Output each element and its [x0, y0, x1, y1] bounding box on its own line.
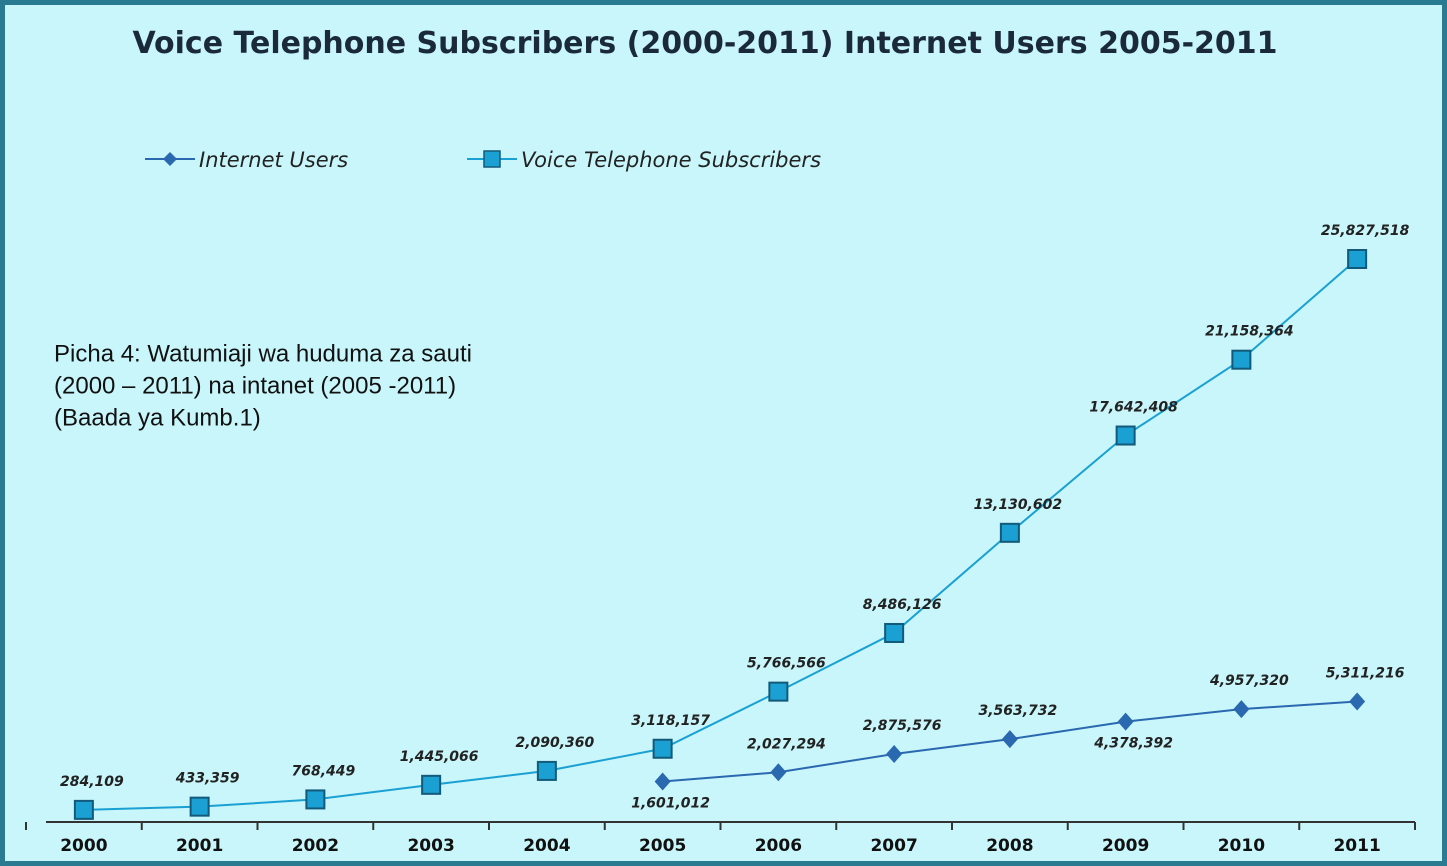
data-point [305, 789, 326, 810]
data-point [1349, 692, 1366, 711]
data-label: 5,311,216 [1326, 665, 1405, 681]
x-tick-label: 2001 [176, 836, 223, 856]
x-tick-label: 2002 [292, 836, 339, 856]
data-label: 2,090,360 [515, 735, 594, 751]
legend-marker [483, 150, 501, 168]
data-point [1117, 712, 1134, 731]
x-tick-label: 2009 [1102, 836, 1149, 856]
legend-label: Voice Telephone Subscribers [521, 148, 821, 172]
x-tick-label: 2010 [1218, 836, 1265, 856]
data-label: 17,642,408 [1089, 400, 1178, 416]
legend-label: Internet Users [199, 148, 348, 172]
data-label: 3,563,732 [978, 703, 1057, 719]
chart: 2000 2001 2002 2003 2004 2005 2006 2007 2008 2009… [25, 148, 1416, 856]
chart-title: Voice Telephone Subscribers (2000-2011) … [132, 26, 1278, 61]
data-point [73, 799, 94, 820]
data-label: 768,449 [291, 763, 355, 779]
x-tick-label: 2011 [1333, 836, 1380, 856]
data-point [1347, 249, 1368, 269]
x-tick-label: 2000 [60, 836, 107, 856]
data-label: 13,130,602 [974, 497, 1063, 513]
data-point [421, 774, 442, 795]
data-label: 284,109 [60, 774, 124, 790]
x-tick-label: 2004 [523, 836, 570, 856]
data-point [768, 681, 789, 702]
data-label: 433,359 [175, 771, 240, 787]
data-label: 2,027,294 [747, 736, 826, 752]
data-point [536, 760, 557, 781]
data-label: 1,445,066 [400, 749, 479, 765]
data-label: 8,486,126 [863, 597, 942, 613]
data-point [652, 738, 673, 759]
data-point [999, 522, 1020, 543]
data-point [1001, 730, 1018, 749]
x-tick-label: 2006 [755, 836, 802, 856]
annotation: (Baada ya Kumb.1) [54, 404, 261, 431]
data-label: 21,158,364 [1205, 324, 1294, 340]
data-label: 4,378,392 [1093, 736, 1173, 752]
data-point [1115, 425, 1136, 446]
x-tick-label: 2007 [870, 836, 917, 856]
annotation: (2000 – 2011) na intanet (2005 -2011) [54, 372, 456, 399]
x-tick-label: 2008 [986, 836, 1033, 856]
data-point [189, 796, 210, 817]
data-label: 3,118,157 [631, 713, 710, 729]
data-point [770, 763, 787, 782]
data-label: 25,827,518 [1321, 223, 1410, 239]
data-label: 4,957,320 [1209, 673, 1289, 689]
legend-marker [163, 152, 177, 166]
data-point [886, 744, 903, 763]
data-label: 2,875,576 [863, 718, 942, 734]
x-tick-label: 2005 [639, 836, 686, 856]
data-point [654, 772, 671, 791]
data-point [884, 622, 905, 643]
data-label: 5,766,566 [747, 656, 826, 672]
data-label: 1,601,012 [631, 795, 710, 811]
data-point [1233, 700, 1250, 719]
annotation: Picha 4: Watumiaji wa huduma za sauti [54, 340, 472, 367]
x-tick-label: 2003 [407, 836, 454, 856]
series-line [83, 258, 1358, 811]
data-point [1231, 349, 1252, 370]
